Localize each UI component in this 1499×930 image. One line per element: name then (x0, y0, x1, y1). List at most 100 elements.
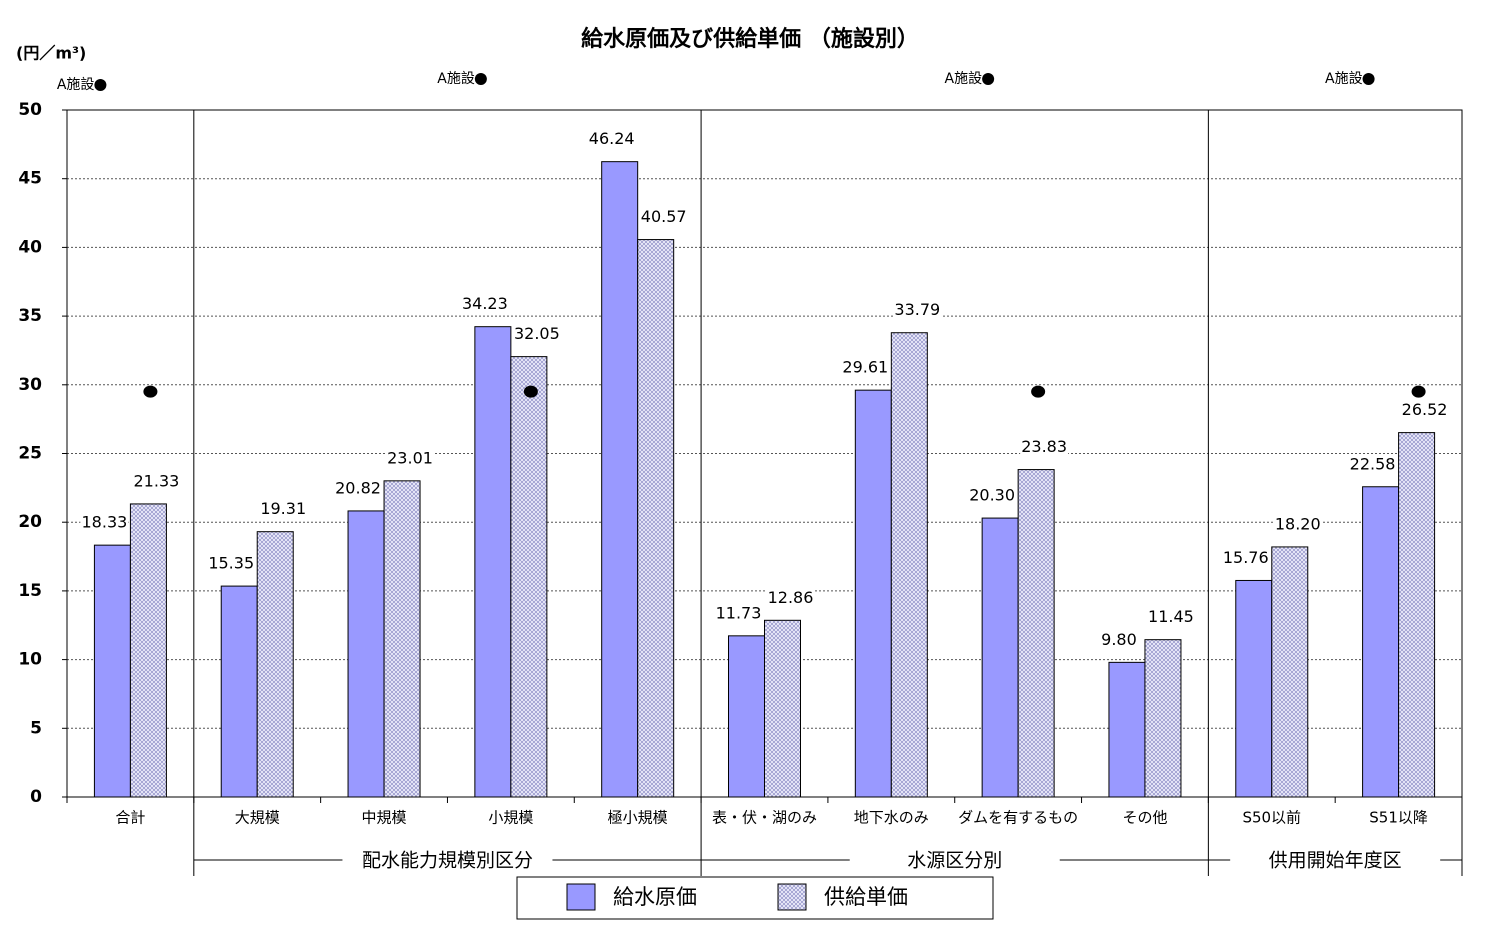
value-label-bg (334, 478, 383, 499)
bar (129, 503, 167, 798)
value-label: 20.30 (969, 486, 1015, 505)
group-label-bg (1230, 848, 1441, 872)
y-tick-label: 15 (18, 581, 42, 601)
bar (1362, 486, 1400, 798)
value-label: 22.58 (1350, 454, 1396, 473)
chart-title: 給水原価及び供給単価 （施設別） (581, 26, 919, 52)
reference-point (143, 385, 158, 398)
y-tick-label: 50 (18, 100, 42, 120)
value-label: 18.20 (1275, 514, 1321, 533)
bar (890, 332, 928, 798)
y-tick-label: 25 (18, 444, 42, 464)
y-tick-label: 20 (18, 512, 42, 532)
reference-label: A施設 (57, 77, 95, 93)
reference-label: A施設 (437, 71, 475, 87)
value-label-bg (386, 448, 435, 469)
y-axis-label: (円／m³) (16, 44, 86, 63)
value-label: 46.24 (589, 129, 635, 148)
reference-label-marker (94, 79, 107, 91)
y-tick-label: 5 (30, 718, 42, 738)
x-tick-label: 極小規模 (608, 809, 668, 827)
value-label: 20.82 (335, 478, 381, 497)
bar (1108, 661, 1146, 798)
legend-label: 供給単価 (824, 885, 908, 909)
group-label-bg (342, 848, 553, 872)
y-tick-label: 40 (18, 237, 42, 257)
value-label-bg (1146, 607, 1195, 628)
value-label: 11.73 (716, 603, 762, 622)
legend-swatch (777, 883, 807, 911)
value-label-bg (460, 294, 509, 315)
bar (1398, 432, 1436, 798)
value-label: 9.80 (1101, 630, 1137, 649)
bar (347, 510, 385, 798)
value-label: 26.52 (1402, 400, 1448, 419)
group-label-bg (849, 848, 1060, 872)
bar (510, 356, 548, 798)
reference-label-marker (474, 73, 487, 85)
value-label-bg (132, 471, 181, 492)
group-label: 供用開始年度区 (1269, 850, 1402, 872)
bar (1017, 469, 1055, 798)
group-label: 配水能力規模別区分 (362, 850, 533, 872)
bar (981, 517, 1019, 798)
reference-label-marker (982, 73, 995, 85)
value-label-bg (207, 554, 256, 575)
y-tick-label: 0 (30, 787, 42, 807)
value-label: 34.23 (462, 294, 508, 313)
bar (256, 531, 294, 798)
y-tick-label: 30 (18, 375, 42, 395)
bar (1144, 639, 1182, 798)
value-label-bg (639, 207, 688, 228)
value-label: 21.33 (134, 471, 180, 490)
value-label: 11.45 (1148, 607, 1194, 626)
bar (93, 544, 131, 798)
bar (728, 635, 765, 798)
value-label: 23.01 (387, 448, 433, 467)
legend-label: 給水原価 (613, 885, 697, 909)
reference-point (1031, 385, 1046, 398)
x-tick-label: 合計 (115, 809, 145, 827)
value-label: 29.61 (842, 358, 888, 377)
bar (220, 585, 258, 798)
legend-box (516, 876, 994, 920)
value-label-bg (766, 588, 815, 609)
bar (637, 239, 675, 798)
value-label-bg (1348, 454, 1397, 475)
x-tick-label: 地下水のみ (854, 809, 929, 827)
bar (601, 161, 639, 798)
bar (1271, 546, 1309, 798)
value-label: 19.31 (260, 499, 306, 518)
x-tick-label: S51以降 (1369, 809, 1428, 827)
bar (474, 326, 512, 798)
value-label-bg (80, 513, 129, 534)
value-label-bg (1400, 400, 1449, 421)
value-label: 12.86 (768, 588, 814, 607)
x-tick-label: 小規模 (488, 809, 533, 827)
value-label-bg (1273, 514, 1322, 535)
x-tick-label: 表・伏・湖のみ (712, 809, 817, 827)
value-label-bg (587, 129, 636, 150)
y-tick-label: 35 (18, 306, 42, 326)
value-label-bg (1094, 630, 1143, 651)
bar (383, 480, 421, 798)
value-label-bg (968, 486, 1017, 507)
value-label-bg (259, 499, 308, 520)
reference-label-marker (1362, 73, 1375, 85)
value-label-bg (893, 300, 942, 321)
x-tick-label: 中規模 (362, 809, 407, 827)
value-label: 32.05 (514, 324, 560, 343)
bar (854, 389, 892, 798)
x-tick-label: S50以前 (1242, 809, 1301, 827)
reference-label: A施設 (945, 71, 983, 87)
value-label-bg (714, 603, 763, 624)
value-label-bg (1221, 548, 1270, 569)
bar (1235, 579, 1273, 798)
x-tick-label: ダムを有するもの (958, 809, 1078, 827)
value-label: 18.33 (82, 513, 128, 532)
value-label: 33.79 (894, 300, 940, 319)
value-label: 15.76 (1223, 548, 1269, 567)
value-label-bg (841, 358, 890, 379)
reference-point (523, 385, 538, 398)
